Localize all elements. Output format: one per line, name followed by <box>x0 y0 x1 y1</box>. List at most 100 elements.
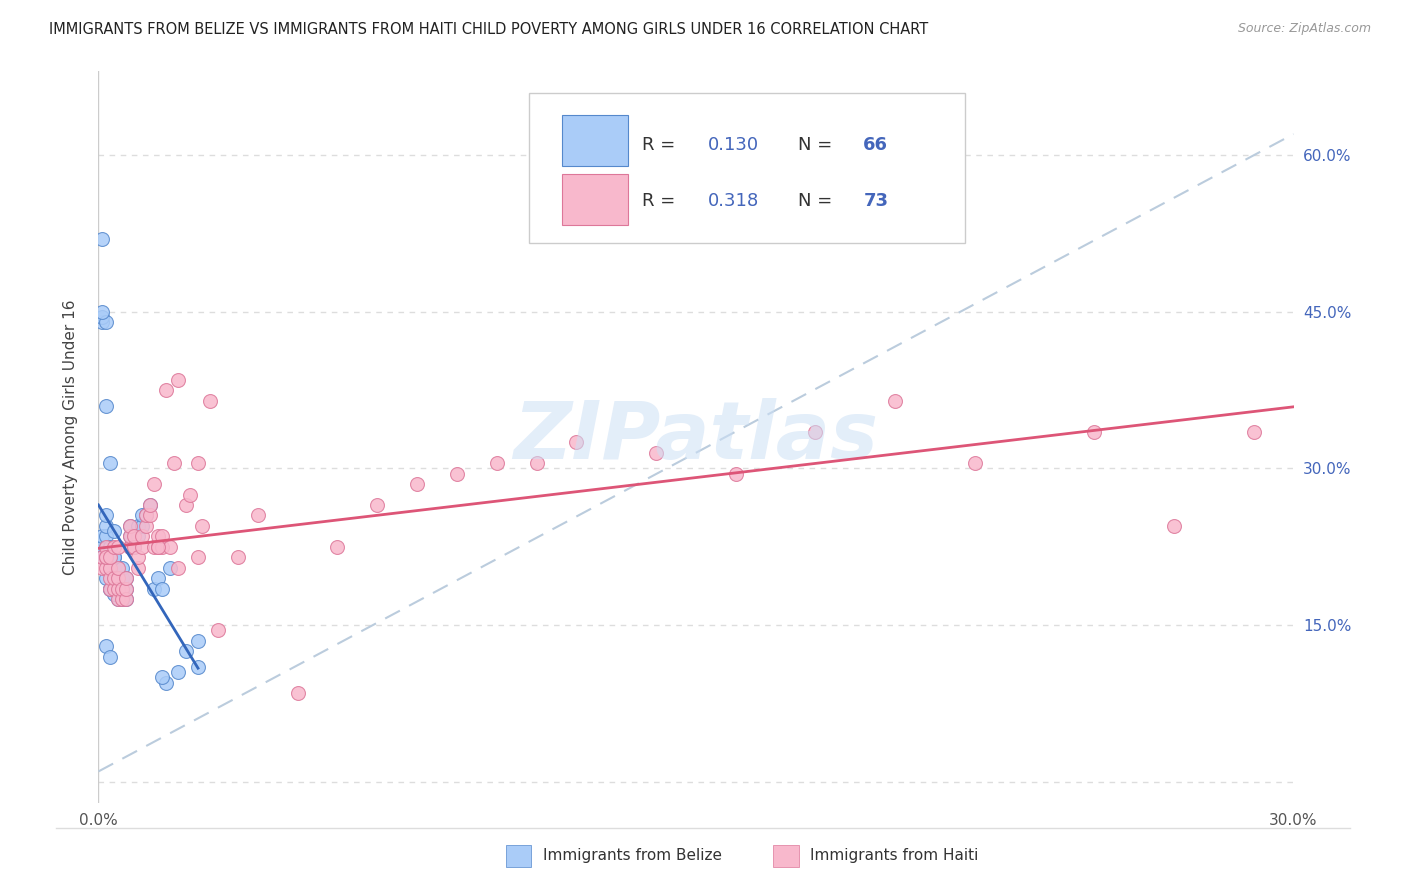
Point <box>120 540 142 554</box>
Point <box>139 498 162 512</box>
Text: 0.130: 0.130 <box>709 136 759 153</box>
Point <box>127 519 149 533</box>
Point <box>131 529 153 543</box>
Point <box>191 519 214 533</box>
Point <box>526 456 548 470</box>
Point <box>485 456 508 470</box>
Point <box>91 529 114 543</box>
Point <box>103 550 125 565</box>
Point <box>139 498 162 512</box>
Point <box>163 456 186 470</box>
Point <box>167 560 190 574</box>
Point <box>135 508 157 523</box>
Point <box>98 540 122 554</box>
Point <box>565 435 588 450</box>
Point <box>150 529 173 543</box>
Point <box>120 519 142 533</box>
Point <box>174 498 197 512</box>
Point <box>96 571 118 585</box>
Point <box>148 540 170 554</box>
Point <box>143 540 166 554</box>
Point <box>98 582 122 596</box>
Point <box>103 582 125 596</box>
Point <box>103 571 125 585</box>
Point <box>124 529 146 543</box>
Point <box>98 571 122 585</box>
Point <box>287 686 309 700</box>
Point <box>103 587 125 601</box>
Point <box>187 456 209 470</box>
Point <box>139 508 162 523</box>
Point <box>98 560 122 574</box>
Point <box>446 467 468 481</box>
Point <box>148 571 170 585</box>
Text: R =: R = <box>643 192 681 210</box>
Point <box>98 550 122 565</box>
Point <box>187 550 209 565</box>
Point <box>150 540 173 554</box>
Point <box>98 582 122 596</box>
Point <box>115 582 138 596</box>
Point <box>127 529 149 543</box>
Point <box>91 315 114 329</box>
Point <box>124 540 146 554</box>
Point <box>1083 425 1105 439</box>
Point <box>96 519 118 533</box>
Point <box>1163 519 1185 533</box>
Text: N =: N = <box>797 136 838 153</box>
Point <box>1243 425 1265 439</box>
Point <box>98 571 122 585</box>
Point <box>174 644 197 658</box>
Point <box>148 529 170 543</box>
Point <box>98 649 122 664</box>
Point <box>98 582 122 596</box>
Point <box>207 624 229 638</box>
Point <box>187 633 209 648</box>
Text: 66: 66 <box>863 136 889 153</box>
Text: N =: N = <box>797 192 838 210</box>
Point <box>98 550 122 565</box>
Point <box>91 550 114 565</box>
Point <box>127 560 149 574</box>
Point <box>91 550 114 565</box>
Point <box>246 508 269 523</box>
Point <box>111 560 134 574</box>
Point <box>96 540 118 554</box>
Point <box>111 582 134 596</box>
Point <box>96 399 118 413</box>
Point <box>127 550 149 565</box>
Point <box>107 582 129 596</box>
Point <box>135 508 157 523</box>
Point <box>103 540 125 554</box>
Point <box>96 529 118 543</box>
Point <box>724 467 747 481</box>
Point <box>91 550 114 565</box>
Point <box>167 373 190 387</box>
Point <box>406 477 429 491</box>
Point <box>107 571 129 585</box>
Point <box>804 425 827 439</box>
Point <box>111 592 134 607</box>
Point <box>96 550 118 565</box>
Point <box>91 540 114 554</box>
Point <box>155 383 177 397</box>
Point <box>96 550 118 565</box>
Point <box>326 540 349 554</box>
Point <box>107 571 129 585</box>
Point <box>111 571 134 585</box>
Point <box>150 670 173 684</box>
Point <box>96 550 118 565</box>
Point <box>120 529 142 543</box>
Point <box>115 571 138 585</box>
Point <box>107 592 129 607</box>
Point <box>150 582 173 596</box>
Text: R =: R = <box>643 136 681 153</box>
Point <box>120 519 142 533</box>
FancyBboxPatch shape <box>562 174 628 225</box>
Point <box>96 508 118 523</box>
Point <box>148 540 170 554</box>
Point <box>135 519 157 533</box>
Point <box>103 550 125 565</box>
Point <box>111 592 134 607</box>
Point <box>115 571 138 585</box>
